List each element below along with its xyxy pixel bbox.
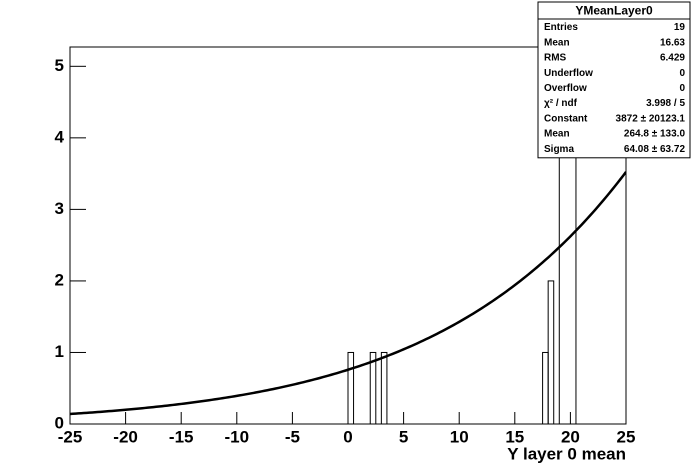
- x-tick-label: 5: [399, 427, 408, 446]
- stats-value: 16.63: [660, 37, 685, 48]
- x-tick-label: 20: [561, 427, 580, 446]
- x-tick-label: 10: [450, 427, 469, 446]
- fit-curve: [70, 171, 626, 416]
- stats-frame: [537, 1, 691, 159]
- bar: [380, 351, 388, 424]
- stats-value: 264.8 ± 133.0: [624, 129, 686, 140]
- bar: [347, 351, 355, 424]
- x-axis-label: Y layer 0 mean: [507, 444, 626, 463]
- stats-name: Entries: [544, 22, 578, 33]
- x-tick-label: -15: [169, 427, 194, 446]
- stats-name: Underflow: [544, 68, 593, 79]
- x-tick-label: -5: [285, 427, 300, 446]
- y-tick-label: 3: [55, 199, 64, 218]
- stats-box: YMeanLayer0 Entries 19 Mean 16.63 RMS 6.429 Und…: [537, 1, 691, 159]
- stats-value: 19: [674, 22, 686, 33]
- x-tick-label: -10: [225, 427, 250, 446]
- y-tick-label: 2: [55, 270, 64, 289]
- stats-value: 64.08 ± 63.72: [624, 144, 686, 155]
- bar: [369, 351, 377, 424]
- stats-value: 0: [679, 83, 685, 94]
- stats-name: Mean: [544, 129, 570, 140]
- bar: [542, 351, 549, 424]
- stats-name: χ² / ndf: [544, 98, 578, 109]
- stats-name: Overflow: [544, 83, 587, 94]
- bar: [547, 280, 555, 424]
- stats-value: 3872 ± 20123.1: [616, 113, 686, 124]
- y-tick-label: 1: [55, 342, 64, 361]
- stats-name: RMS: [544, 53, 567, 64]
- y-tick-label: 4: [55, 127, 65, 146]
- stats-value: 6.429: [660, 53, 685, 64]
- histogram: [70, 47, 626, 424]
- stats-value: 3.998 / 5: [646, 98, 685, 109]
- stats-name: Mean: [544, 37, 570, 48]
- y-tick-label: 0: [55, 413, 64, 432]
- x-tick-label: -20: [113, 427, 138, 446]
- x-tick-label: 15: [505, 427, 524, 446]
- x-tick-label: 25: [617, 427, 636, 446]
- y-tick-label: 5: [55, 56, 64, 75]
- stats-name: Sigma: [544, 144, 574, 155]
- stats-name: Constant: [544, 113, 588, 124]
- stats-value: 0: [679, 68, 685, 79]
- stats-title: YMeanLayer0: [575, 4, 653, 18]
- x-tick-label: -25: [58, 427, 83, 446]
- x-tick-label: 0: [343, 427, 352, 446]
